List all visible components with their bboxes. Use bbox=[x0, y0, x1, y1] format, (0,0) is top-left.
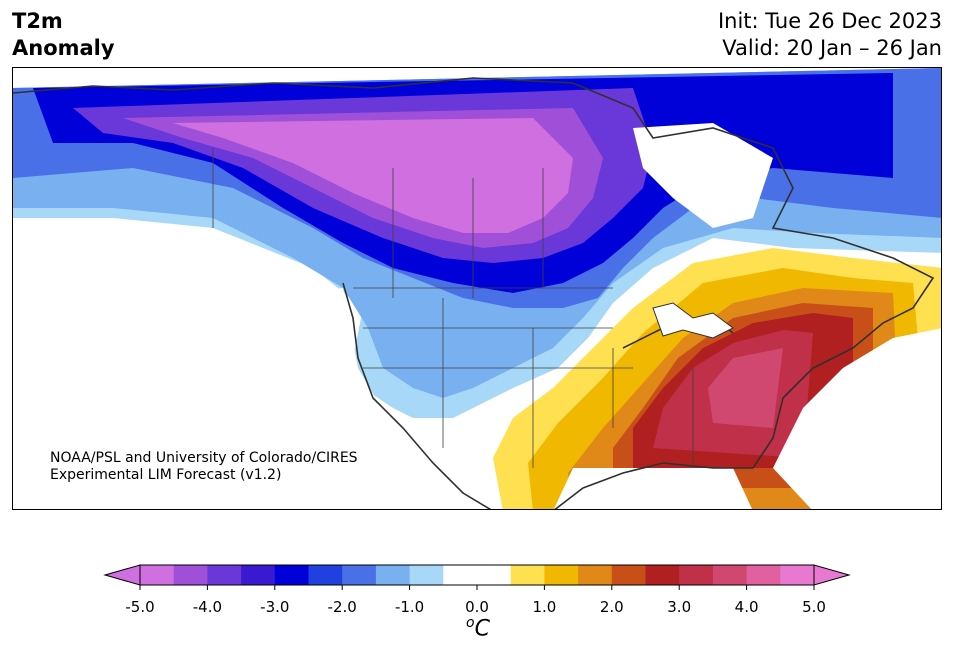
pacific-ocean bbox=[13, 288, 481, 509]
colorbar-cell bbox=[409, 565, 444, 585]
colorbar-tick-label: -3.0 bbox=[260, 598, 290, 616]
colorbar-cell bbox=[308, 565, 343, 585]
colorbar-cells bbox=[139, 564, 815, 586]
colorbar-tick-label: 0.0 bbox=[465, 598, 489, 616]
units-superscript: o bbox=[466, 615, 475, 631]
units-base: C bbox=[474, 616, 490, 642]
colorbar-tick-label: 2.0 bbox=[599, 598, 624, 616]
hudson-bay bbox=[633, 123, 773, 228]
colorbar-tick-label: 3.0 bbox=[667, 598, 692, 616]
forecast-dates: Init: Tue 26 Dec 2023 Valid: 20 Jan – 26… bbox=[718, 8, 942, 62]
atlantic-ocean bbox=[773, 328, 941, 509]
title-line-1: T2m bbox=[12, 9, 63, 33]
colorbar-cell bbox=[712, 565, 748, 585]
title-line-2: Anomaly bbox=[12, 36, 115, 60]
colorbar-cell bbox=[679, 565, 714, 585]
colorbar-cell bbox=[173, 565, 208, 585]
colorbar-tick-label: -4.0 bbox=[192, 598, 223, 616]
colorbar-tick-label: 5.0 bbox=[802, 598, 826, 616]
colorbar-cell bbox=[611, 565, 646, 585]
colorbar-cell bbox=[477, 565, 512, 585]
colorbar-cell bbox=[746, 565, 781, 585]
colorbar-tick-label: -2.0 bbox=[327, 598, 357, 616]
colorbar-cell bbox=[241, 565, 276, 585]
colorbar-cell bbox=[544, 565, 579, 585]
colorbar-cell bbox=[207, 565, 242, 585]
great-lakes bbox=[652, 302, 734, 339]
colorbar-cell bbox=[578, 565, 613, 585]
colorbar-cell bbox=[780, 565, 815, 585]
colorbar-cell bbox=[510, 565, 545, 585]
valid-date: Valid: 20 Jan – 26 Jan bbox=[722, 36, 942, 60]
colorbar-cell bbox=[342, 565, 377, 585]
colorbar-tick-label: -1.0 bbox=[394, 598, 425, 616]
colorbar-cell bbox=[645, 565, 680, 585]
colorbar bbox=[103, 564, 851, 590]
colorbar-cell bbox=[274, 565, 309, 585]
anomaly-map: NOAA/PSL and University of Colorado/CIRE… bbox=[12, 67, 942, 510]
colorbar-cell bbox=[375, 565, 411, 585]
colorbar-tick-label: 1.0 bbox=[532, 598, 557, 616]
colorbar-tick-label: 4.0 bbox=[734, 598, 759, 616]
gulf-of-mexico bbox=[553, 468, 753, 509]
colorbar-cell bbox=[443, 565, 478, 585]
map-graphic bbox=[13, 68, 941, 509]
colorbar-min-arrow bbox=[103, 564, 141, 586]
colorbar-units: oC bbox=[466, 615, 490, 641]
credit-line-2: Experimental LIM Forecast (v1.2) bbox=[50, 467, 282, 483]
state-borders bbox=[212, 148, 694, 468]
band-rose bbox=[708, 348, 783, 428]
colorbar-tick-label: -5.0 bbox=[125, 598, 155, 616]
init-date: Init: Tue 26 Dec 2023 bbox=[717, 9, 942, 33]
forecast-credit: NOAA/PSL and University of Colorado/CIRE… bbox=[50, 450, 358, 484]
colorbar-ticks bbox=[139, 585, 815, 590]
map-title: T2m Anomaly bbox=[12, 8, 115, 62]
colorbar-cell bbox=[140, 565, 175, 585]
credit-line-1: NOAA/PSL and University of Colorado/CIRE… bbox=[50, 450, 358, 466]
colorbar-max-arrow bbox=[813, 564, 851, 586]
